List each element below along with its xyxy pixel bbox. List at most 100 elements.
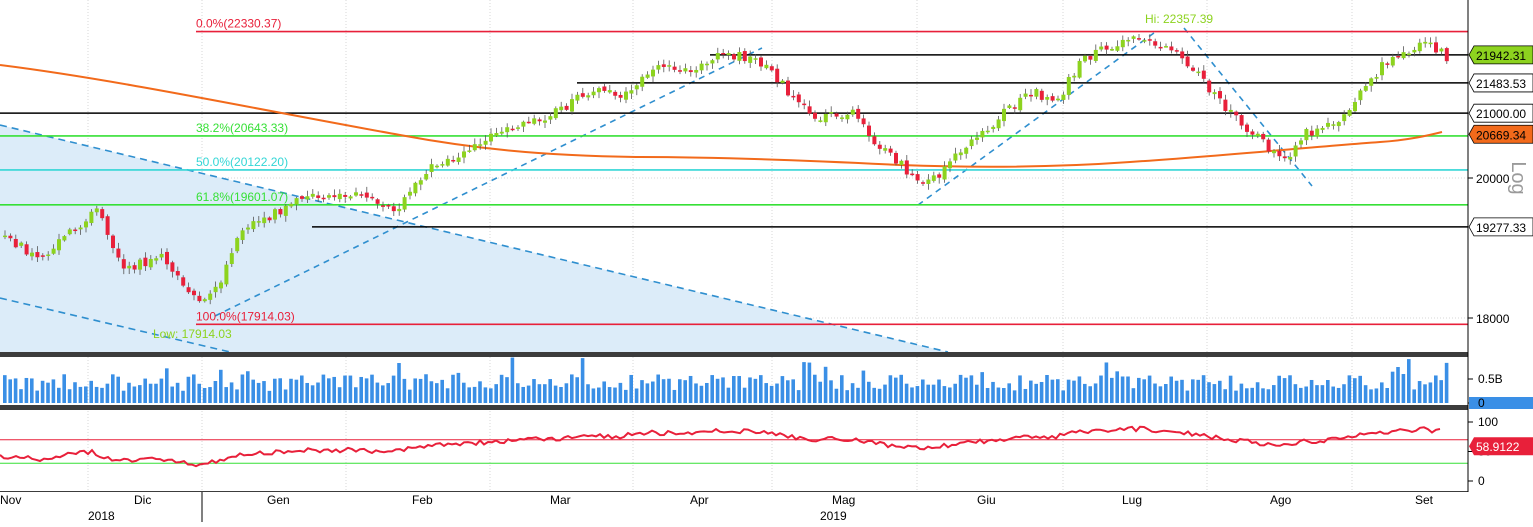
- volume-bar: [791, 379, 795, 403]
- volume-bar: [1110, 377, 1114, 403]
- volume-bar: [224, 387, 228, 403]
- volume-bar: [656, 374, 660, 403]
- price-tag-label: 21000.00: [1476, 107, 1526, 121]
- candle: [1018, 97, 1023, 111]
- volume-bar: [57, 387, 61, 403]
- volume-bar: [278, 378, 282, 403]
- volume-bar: [958, 374, 963, 403]
- candle: [121, 259, 126, 269]
- volume-bar: [321, 374, 326, 403]
- x-year-label: 2019: [820, 509, 847, 522]
- candle: [850, 109, 855, 115]
- candle: [737, 52, 742, 61]
- volume-bar: [667, 378, 671, 403]
- volume-bar: [78, 386, 83, 403]
- volume-bar: [391, 375, 396, 403]
- volume-bar: [1304, 386, 1308, 403]
- volume-bar: [375, 382, 380, 403]
- candle: [964, 147, 969, 154]
- volume-bar: [3, 375, 7, 403]
- volume-bar: [84, 386, 88, 403]
- candle: [645, 74, 650, 78]
- candle: [224, 264, 229, 285]
- volume-bar: [13, 378, 18, 403]
- volume-bar: [1045, 374, 1049, 403]
- candle: [575, 94, 580, 101]
- volume-bar: [1347, 375, 1352, 403]
- candle: [202, 299, 207, 302]
- candle: [246, 227, 250, 230]
- candles: [3, 33, 1449, 305]
- candle: [364, 192, 369, 198]
- candle: [840, 117, 844, 119]
- candle: [1072, 75, 1077, 78]
- volume-bar: [688, 375, 693, 403]
- candle: [597, 88, 601, 93]
- volume-bar: [294, 379, 299, 403]
- volume-bar: [51, 379, 56, 403]
- candle: [1088, 56, 1093, 60]
- volume-bar: [116, 376, 120, 403]
- volume-bar: [1002, 388, 1006, 403]
- candle: [429, 164, 434, 173]
- volume-bar: [262, 381, 266, 403]
- candle: [1396, 56, 1401, 58]
- volume-bar: [526, 385, 531, 403]
- candle: [931, 175, 936, 181]
- volume-bars: [3, 357, 1449, 403]
- candle: [1169, 46, 1174, 51]
- volume-bar: [337, 387, 342, 403]
- volume-bar: [1331, 386, 1335, 403]
- volume-bar: [1439, 380, 1443, 403]
- volume-bar: [1137, 377, 1141, 403]
- rsi-tick-label: 0: [1478, 474, 1485, 488]
- candle: [1255, 133, 1260, 136]
- price-tag: [1468, 45, 1533, 65]
- candle: [1137, 38, 1141, 40]
- volume-bar: [904, 383, 909, 403]
- candle: [769, 66, 774, 71]
- panel-separator: [0, 491, 1468, 492]
- volume-bar: [316, 382, 320, 403]
- candle: [165, 251, 169, 265]
- candle: [370, 196, 375, 199]
- candle: [1185, 56, 1190, 67]
- candle: [1369, 78, 1374, 86]
- candle: [991, 126, 996, 130]
- volume-bar: [467, 387, 471, 403]
- rsi-tick-label: 100: [1478, 415, 1498, 429]
- candle: [1056, 98, 1060, 101]
- volume-bar: [559, 387, 563, 403]
- volume-bar: [170, 386, 174, 403]
- candle: [148, 258, 153, 268]
- candle: [456, 157, 461, 162]
- candle: [813, 112, 817, 119]
- candle: [883, 148, 888, 151]
- candle: [256, 221, 261, 223]
- volume-bar: [483, 387, 488, 403]
- candle: [877, 144, 882, 149]
- volume-bar: [597, 387, 601, 403]
- volume-bar: [618, 382, 623, 403]
- panel-separator: [0, 405, 1468, 410]
- candle: [661, 64, 666, 67]
- candle: [397, 208, 402, 212]
- candle: [1277, 150, 1282, 157]
- x-month-label: Apr: [690, 493, 709, 507]
- volume-bar: [370, 374, 374, 403]
- volume-bar: [661, 379, 666, 403]
- candle: [948, 161, 952, 169]
- price-tag-label: 20669.34: [1476, 128, 1526, 142]
- candle: [1228, 109, 1233, 112]
- candle: [8, 235, 13, 239]
- volume-bar: [489, 388, 493, 403]
- candle: [629, 90, 634, 94]
- volume-bar: [985, 387, 990, 403]
- volume-bar: [1061, 390, 1065, 403]
- candle: [1234, 111, 1239, 116]
- x-month-label: Mar: [550, 493, 571, 507]
- volume-bar: [354, 387, 358, 403]
- candle: [829, 112, 834, 114]
- volume-bar: [672, 389, 677, 403]
